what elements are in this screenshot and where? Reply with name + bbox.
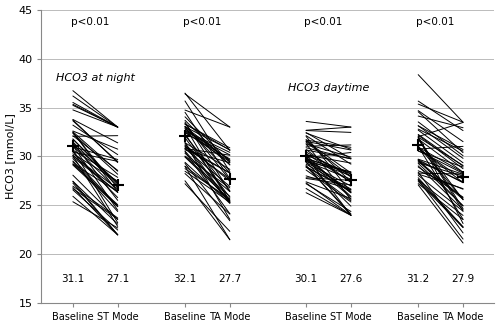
Text: p<0.01: p<0.01 xyxy=(70,17,109,28)
Text: 27.9: 27.9 xyxy=(452,274,474,284)
Text: 27.7: 27.7 xyxy=(218,274,242,284)
Text: 31.1: 31.1 xyxy=(62,274,84,284)
Text: 31.2: 31.2 xyxy=(406,274,430,284)
Text: p<0.01: p<0.01 xyxy=(183,17,221,28)
Text: HCO3 daytime: HCO3 daytime xyxy=(288,83,369,93)
Text: 27.6: 27.6 xyxy=(340,274,362,284)
Text: HCO3 at night: HCO3 at night xyxy=(56,73,134,83)
Text: p<0.01: p<0.01 xyxy=(416,17,455,28)
Y-axis label: HCO3 [mmol/L]: HCO3 [mmol/L] xyxy=(6,113,16,199)
Text: p<0.01: p<0.01 xyxy=(304,17,342,28)
Text: 30.1: 30.1 xyxy=(294,274,318,284)
Text: 27.1: 27.1 xyxy=(106,274,130,284)
Text: 32.1: 32.1 xyxy=(174,274,197,284)
